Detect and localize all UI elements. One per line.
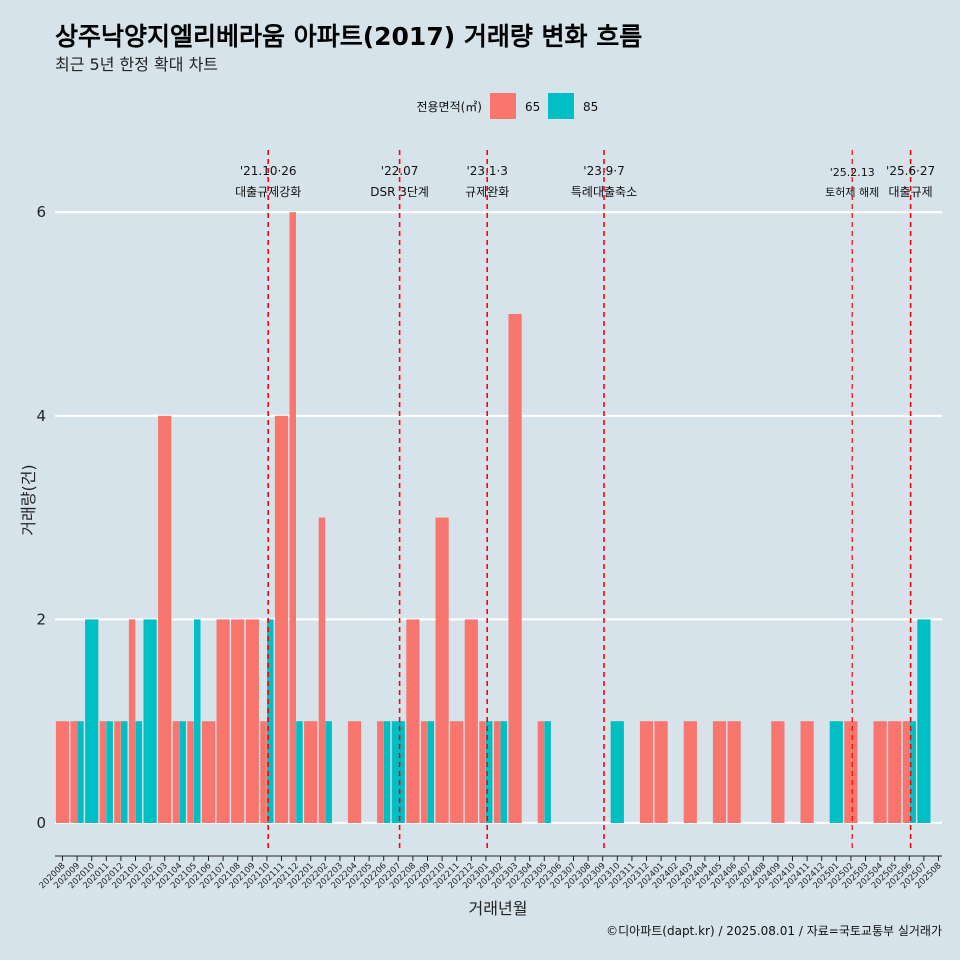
bar-65 bbox=[231, 619, 245, 823]
annotation-label: 대출규제강화 bbox=[235, 185, 301, 199]
bar-65 bbox=[844, 721, 858, 823]
bar-85 bbox=[267, 619, 274, 823]
y-axis: 0 2 4 6 bbox=[36, 203, 46, 832]
bar-65 bbox=[172, 721, 180, 823]
bar-65 bbox=[55, 721, 70, 823]
bar-85 bbox=[427, 721, 435, 823]
bar-65 bbox=[639, 721, 654, 823]
y-tick-label: 6 bbox=[36, 203, 46, 221]
y-axis-label: 거래량(건) bbox=[19, 464, 38, 535]
annotation-date: '21.10·26 bbox=[240, 164, 297, 178]
bar-65 bbox=[464, 619, 478, 823]
chart-subtitle: 최근 5년 한정 확대 차트 bbox=[55, 55, 218, 74]
bar-65 bbox=[347, 721, 362, 823]
annotation-label: 토허제 해제 bbox=[825, 185, 879, 199]
bar-85 bbox=[391, 721, 405, 823]
annotation-label: 규제완화 bbox=[465, 185, 509, 199]
y-tick-label: 0 bbox=[36, 814, 46, 832]
bar-85 bbox=[106, 721, 113, 823]
bar-85 bbox=[179, 721, 186, 823]
bar-85 bbox=[121, 721, 128, 823]
bar-85 bbox=[383, 721, 391, 823]
bar-85 bbox=[544, 721, 551, 823]
bar-65 bbox=[873, 721, 887, 823]
legend-swatch bbox=[548, 93, 574, 119]
legend-swatch bbox=[490, 93, 516, 119]
annotation-label: 특례대출축소 bbox=[571, 185, 637, 199]
x-axis: 2020082020092020102020112020122021012021… bbox=[38, 855, 944, 891]
bar-85 bbox=[486, 721, 493, 823]
legend-title: 전용면적(㎡) bbox=[416, 100, 482, 114]
bar-65 bbox=[216, 619, 230, 823]
bar-65 bbox=[435, 517, 449, 823]
annotation-date: '23.1·3 bbox=[466, 164, 507, 178]
bar-85 bbox=[194, 619, 201, 823]
chart-title: 상주낙양지엘리베라움 아파트(2017) 거래량 변화 흐름 bbox=[55, 22, 642, 51]
bar-85 bbox=[829, 721, 843, 823]
bar-65 bbox=[201, 721, 216, 823]
bar-65 bbox=[245, 619, 259, 823]
bar-85 bbox=[500, 721, 508, 823]
bar-65 bbox=[114, 721, 121, 823]
bar-65 bbox=[902, 721, 910, 823]
bar-65 bbox=[654, 721, 668, 823]
bar-65 bbox=[70, 721, 77, 823]
bar-65 bbox=[260, 721, 267, 823]
annotation-label: 대출규제 bbox=[889, 185, 933, 199]
bar-65 bbox=[712, 721, 727, 823]
bar-65 bbox=[304, 721, 318, 823]
bar-65 bbox=[508, 314, 522, 823]
caption: ©디아파트(dapt.kr) / 2025.08.01 / 자료=국토교통부 실… bbox=[606, 924, 942, 938]
annotation-date: '23.9·7 bbox=[583, 164, 624, 178]
bar-65 bbox=[420, 721, 428, 823]
bar-65 bbox=[377, 721, 384, 823]
bar-65 bbox=[888, 721, 902, 823]
bar-65 bbox=[274, 415, 289, 823]
bar-65 bbox=[683, 721, 697, 823]
bar-65 bbox=[406, 619, 420, 823]
bar-85 bbox=[143, 619, 157, 823]
bar-65 bbox=[187, 721, 194, 823]
legend: 전용면적(㎡) 65 85 bbox=[416, 93, 598, 119]
y-tick-label: 4 bbox=[36, 407, 46, 425]
bar-65 bbox=[800, 721, 814, 823]
annotation-date: '22.07 bbox=[381, 164, 419, 178]
bar-85 bbox=[296, 721, 303, 823]
bar-65 bbox=[727, 721, 741, 823]
bar-65 bbox=[318, 517, 326, 823]
bar-85 bbox=[610, 721, 624, 823]
bar-85 bbox=[135, 721, 143, 823]
bar-65 bbox=[128, 619, 136, 823]
annotation-date: '25.6·27 bbox=[886, 164, 935, 178]
bar-65 bbox=[158, 415, 172, 823]
bar-85 bbox=[909, 721, 916, 823]
legend-label: 65 bbox=[525, 100, 540, 114]
x-axis-label: 거래년월 bbox=[469, 899, 528, 918]
y-tick-label: 2 bbox=[36, 610, 46, 628]
bar-85 bbox=[85, 619, 99, 823]
bar-65 bbox=[493, 721, 501, 823]
bar-65 bbox=[771, 721, 785, 823]
bar-85 bbox=[77, 721, 84, 823]
annotation-label: DSR 3단계 bbox=[370, 185, 429, 199]
bar-65 bbox=[289, 212, 296, 823]
annotations: '21.10·26 대출규제강화 '22.07 DSR 3단계 '23.1·3 규제완화 '… bbox=[235, 150, 935, 852]
legend-label: 85 bbox=[583, 100, 598, 114]
bar-65 bbox=[99, 721, 107, 823]
bars bbox=[55, 212, 931, 823]
bar-65 bbox=[537, 721, 545, 823]
bar-65 bbox=[479, 721, 486, 823]
bar-65 bbox=[450, 721, 464, 823]
annotation-date: '25.2.13 bbox=[830, 166, 875, 179]
bar-85 bbox=[325, 721, 332, 823]
bar-85 bbox=[917, 619, 931, 823]
